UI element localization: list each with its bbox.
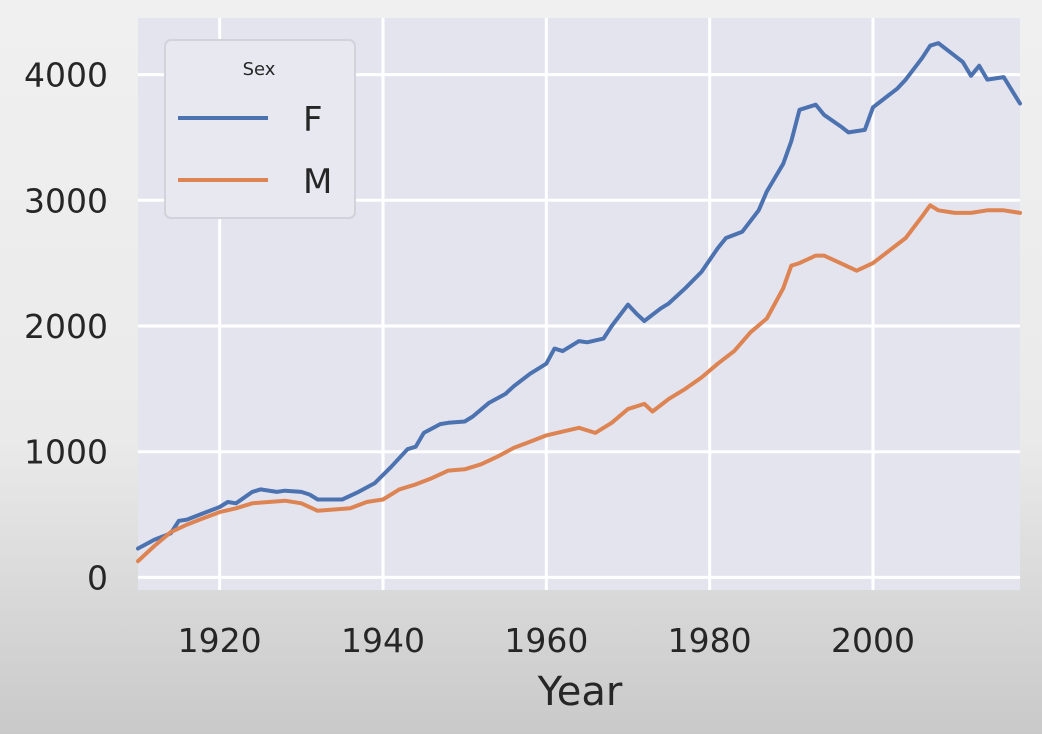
- y-tick-label-3000: 3000: [24, 181, 108, 220]
- x-axis-tick-labels: 1920 1940 1960 1980 2000: [178, 621, 915, 660]
- legend: Sex F M: [164, 39, 356, 219]
- x-tick-label-1960: 1960: [504, 621, 588, 660]
- y-tick-label-4000: 4000: [24, 56, 108, 95]
- legend-title: Sex: [243, 59, 276, 80]
- x-tick-label-2000: 2000: [831, 621, 915, 660]
- legend-frame: [164, 39, 356, 219]
- y-axis-tick-labels: 0 1000 2000 3000 4000: [24, 56, 108, 598]
- series-line-f: [136, 41, 1022, 551]
- y-tick-label-1000: 1000: [24, 433, 108, 472]
- y-tick-label-0: 0: [87, 558, 108, 597]
- x-tick-label-1920: 1920: [178, 621, 262, 660]
- legend-label-m: M: [303, 162, 332, 202]
- y-tick-label-2000: 2000: [24, 307, 108, 346]
- x-tick-label-1940: 1940: [341, 621, 425, 660]
- legend-label-f: F: [303, 100, 323, 140]
- series-layer: [136, 41, 1022, 564]
- x-axis-title: Year: [537, 669, 623, 715]
- series-line-m: [136, 203, 1022, 564]
- x-tick-label-1980: 1980: [668, 621, 752, 660]
